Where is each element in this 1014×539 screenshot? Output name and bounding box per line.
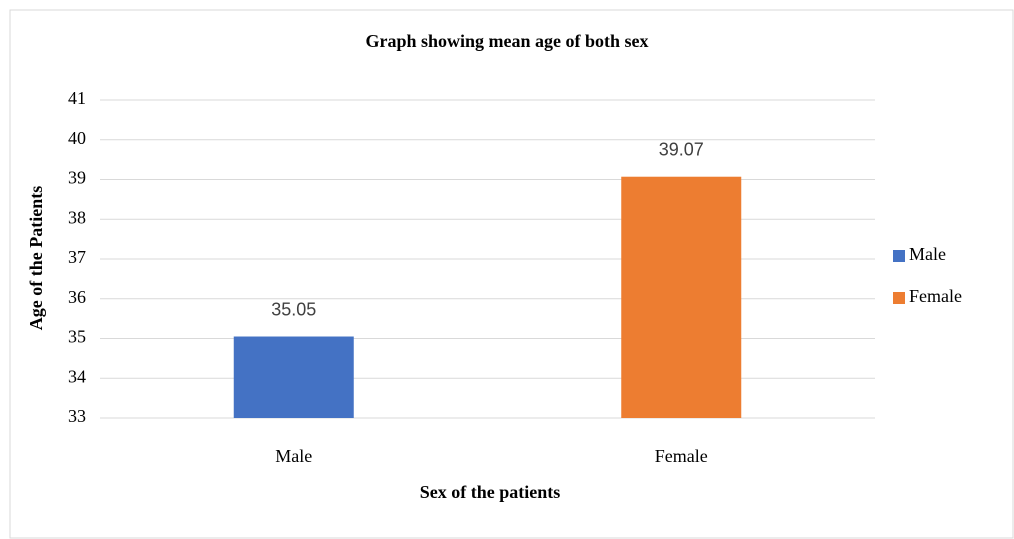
chart-title: Graph showing mean age of both sex [365, 31, 648, 51]
y-tick-label: 34 [68, 366, 86, 386]
x-tick-label: Female [655, 446, 708, 466]
bar [621, 176, 742, 418]
chart-border [9, 9, 1014, 539]
y-tick-label: 39 [68, 168, 86, 188]
legend-label: Female [909, 286, 962, 306]
bar [233, 336, 354, 418]
data-label: 39.07 [659, 139, 704, 159]
y-tick-label: 36 [68, 287, 86, 307]
x-tick-label: Male [275, 446, 312, 466]
legend-swatch [893, 250, 905, 262]
y-tick-label: 40 [68, 128, 86, 148]
y-tick-label: 37 [68, 247, 86, 267]
y-tick-label: 38 [68, 207, 86, 227]
legend-swatch [893, 292, 905, 304]
data-label: 35.05 [271, 299, 316, 319]
legend-label: Male [909, 244, 946, 264]
x-axis-label: Sex of the patients [420, 482, 561, 502]
y-tick-label: 33 [68, 406, 86, 426]
y-tick-label: 35 [68, 327, 86, 347]
y-axis-label: Age of the Patients [26, 186, 46, 330]
y-tick-label: 41 [68, 88, 86, 108]
